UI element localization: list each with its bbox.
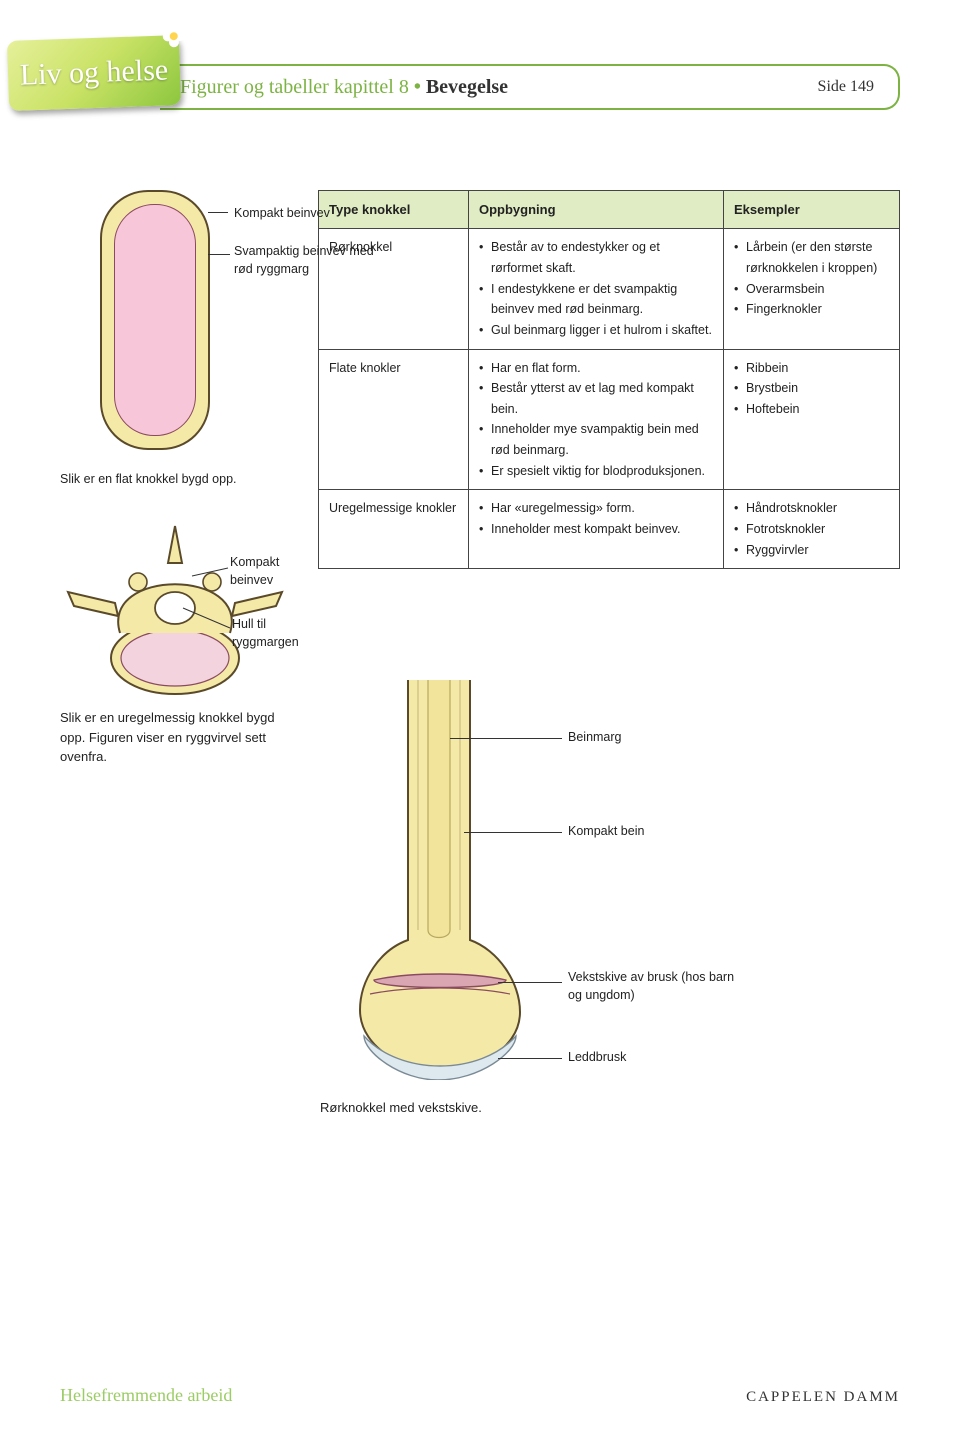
long-bone-label-vekstskive: Vekstskive av brusk (hos barn og ungdom)	[568, 968, 748, 1004]
long-bone-label-beinmarg: Beinmarg	[568, 730, 622, 744]
table-cell-examples: Lårbein (er den største rørknokkelen i k…	[724, 229, 899, 348]
vertebra-diagram: Kompakt beinvev Hull til ryggmargen	[60, 508, 290, 698]
page-footer: Helsefremmende arbeid CAPPELEN DAMM	[60, 1385, 900, 1406]
table-bullet: Ryggvirvler	[734, 540, 889, 561]
footer-left-text: Helsefremmende arbeid	[60, 1385, 232, 1406]
table-header-row: Type knokkel Oppbygning Eksempler	[319, 191, 899, 228]
page-number: Side 149	[818, 78, 874, 96]
table-header-examples: Eksempler	[724, 191, 899, 228]
table-bullet: Lårbein (er den største rørknokkelen i k…	[734, 237, 889, 278]
long-bone-svg	[320, 680, 550, 1080]
table-bullet: Består ytterst av et lag med kompakt bei…	[479, 378, 713, 419]
long-bone-label-leddbrusk: Leddbrusk	[568, 1050, 626, 1064]
vertebra-svg	[60, 508, 290, 698]
table-cell-structure: Har «uregelmessig» form. Inneholder mest…	[469, 490, 724, 568]
table-header-structure: Oppbygning	[469, 191, 724, 228]
table-cell-structure: Består av to endestykker og et rørformet…	[469, 229, 724, 348]
table-bullet: Inneholder mest kompakt beinvev.	[479, 519, 713, 540]
flat-bone-label-kompakt: Kompakt beinvev	[234, 206, 330, 220]
long-bone-diagram: Beinmarg Kompakt bein Vekstskive av brus…	[260, 680, 760, 1110]
table-bullet: Inneholder mye svampaktig bein med rød b…	[479, 419, 713, 460]
table-bullet: Gul beinmarg ligger i et hulrom i skafte…	[479, 320, 713, 341]
table-bullet: I endestykkene er det svampaktig beinvev…	[479, 279, 713, 320]
title-dot: •	[414, 76, 426, 98]
table-cell-examples: Ribbein Brystbein Hoftebein	[724, 350, 899, 490]
chapter-title: Figurer og tabeller kapittel 8 • Bevegel…	[180, 76, 508, 99]
table-bullet: Er spesielt viktig for blodproduksjonen.	[479, 461, 713, 482]
page-header: Figurer og tabeller kapittel 8 • Bevegel…	[0, 28, 900, 128]
table-bullet: Ribbein	[734, 358, 889, 379]
long-bone-caption: Rørknokkel med vekstskive.	[320, 1100, 482, 1115]
long-bone-label-kompakt: Kompakt bein	[568, 824, 644, 838]
footer-publisher: CAPPELEN DAMM	[746, 1389, 900, 1406]
bone-types-table: Type knokkel Oppbygning Eksempler Rørkno…	[318, 190, 900, 569]
table-bullet: Håndrotsknokler	[734, 498, 889, 519]
brand-logo-text: Liv og helse	[19, 53, 168, 92]
flat-bone-label-svampaktig: Svampaktig beinvev med rød ryggmarg	[234, 242, 374, 278]
table-bullet: Brystbein	[734, 378, 889, 399]
flat-bone-diagram: Kompakt beinvev Svampaktig beinvev med r…	[60, 190, 290, 490]
table-row: Flate knokler Har en flat form. Består y…	[319, 349, 899, 490]
left-column: Kompakt beinvev Svampaktig beinvev med r…	[60, 190, 290, 767]
table-cell-examples: Håndrotsknokler Fotrotsknokler Ryggvirvl…	[724, 490, 899, 568]
vertebra-label-kompakt: Kompakt beinvev	[230, 554, 300, 589]
table-bullet: Består av to endestykker og et rørformet…	[479, 237, 713, 278]
title-prefix: Figurer og tabeller kapittel 8	[180, 76, 409, 98]
table-header-type: Type knokkel	[319, 191, 469, 228]
banner-bar: Figurer og tabeller kapittel 8 • Bevegel…	[160, 64, 900, 110]
brand-logo-tab: Liv og helse	[7, 35, 181, 111]
table-cell-type: Flate knokler	[319, 350, 469, 490]
table-bullet: Fotrotsknokler	[734, 519, 889, 540]
vertebra-caption: Slik er en uregelmessig knokkel bygd opp…	[60, 708, 290, 767]
flower-icon	[162, 25, 185, 48]
table-cell-type: Uregelmessige knokler	[319, 490, 469, 568]
table-bullet: Hoftebein	[734, 399, 889, 420]
table-bullet: Har en flat form.	[479, 358, 713, 379]
table-cell-structure: Har en flat form. Består ytterst av et l…	[469, 350, 724, 490]
table-row: Uregelmessige knokler Har «uregelmessig»…	[319, 489, 899, 568]
vertebra-label-hull: Hull til ryggmargen	[232, 616, 302, 651]
table-bullet: Har «uregelmessig» form.	[479, 498, 713, 519]
table-bullet: Overarmsbein	[734, 279, 889, 300]
table-bullet: Fingerknokler	[734, 299, 889, 320]
table-row: Rørknokkel Består av to endestykker og e…	[319, 228, 899, 348]
title-bold: Bevegelse	[426, 76, 508, 98]
